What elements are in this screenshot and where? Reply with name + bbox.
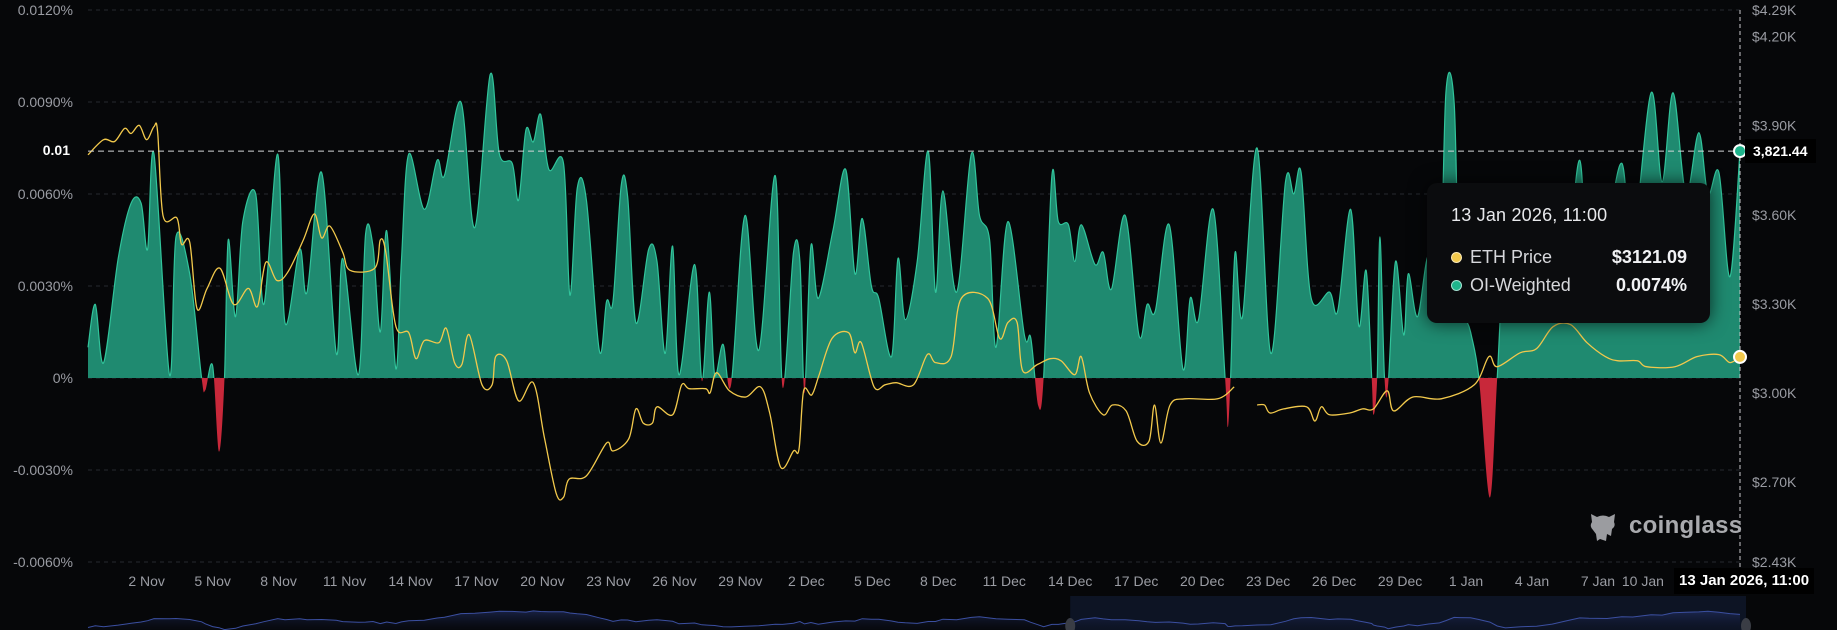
navigator-handle[interactable] — [1065, 618, 1076, 630]
x-tick-label: 8 Nov — [260, 573, 297, 589]
tooltip-series-name: OI-Weighted — [1470, 274, 1571, 295]
crosshair-price-label: 3,821.44 — [1745, 139, 1816, 164]
x-tick-label: 17 Nov — [454, 573, 498, 589]
left-tick-label: 0.0090% — [18, 94, 73, 110]
left-axis: 0.0120% 0.0090% 0.0060% 0.0030% 0% -0.0030% -0… — [13, 2, 73, 570]
tooltip-title: 13 Jan 2026, 11:00 — [1451, 205, 1608, 225]
left-tick-label: 0.0120% — [18, 2, 73, 18]
x-tick-label: 11 Nov — [323, 573, 366, 589]
eth-price-line — [1257, 322, 1741, 422]
right-tick-label: $3.60K — [1752, 207, 1797, 223]
x-tick-label: 26 Nov — [652, 573, 696, 589]
x-tick-label: 23 Dec — [1246, 573, 1290, 589]
right-tick-label: $3.90K — [1752, 118, 1797, 134]
oi-weighted-line — [87, 71, 1741, 378]
x-tick-label: 29 Dec — [1378, 573, 1422, 589]
navigator-line — [87, 610, 1741, 630]
x-tick-label: 8 Dec — [920, 573, 957, 589]
x-tick-label: 29 Nov — [718, 573, 762, 589]
right-tick-label: $4.20K — [1752, 29, 1797, 45]
x-tick-label: 10 Jan — [1622, 573, 1664, 589]
right-tick-label: $4.29K — [1752, 2, 1797, 18]
positive-area — [88, 72, 1740, 378]
x-tick-label: 2 Nov — [128, 573, 165, 589]
left-tick-label: 0.0060% — [18, 186, 73, 202]
x-tick-label: 20 Dec — [1180, 573, 1224, 589]
left-tick-label: 0% — [53, 370, 73, 386]
left-tick-label: 0.0030% — [18, 278, 73, 294]
right-tick-label: $3.30K — [1752, 296, 1797, 312]
x-tick-label: 5 Nov — [194, 573, 231, 589]
x-tick-label: 2 Dec — [788, 573, 825, 589]
right-tick-label: $2.43K — [1752, 554, 1797, 570]
tooltip-series-value: 0.0074% — [1615, 274, 1687, 295]
eth-price-line — [87, 122, 1235, 501]
x-tick-label: 23 Nov — [586, 573, 630, 589]
x-tick-label: 5 Dec — [854, 573, 891, 589]
eth-price-marker — [1733, 349, 1747, 364]
x-tick-label: 17 Dec — [1114, 573, 1158, 589]
right-tick-label: $2.70K — [1752, 474, 1797, 490]
left-tick-label: -0.0060% — [13, 554, 73, 570]
x-tick-label: 4 Jan — [1515, 573, 1549, 589]
eth-price-series — [87, 122, 1741, 501]
coinglass-mascot-icon — [1590, 514, 1615, 541]
x-tick-label: 1 Jan — [1449, 573, 1483, 589]
coinglass-watermark: coinglass — [1585, 508, 1742, 544]
x-tick-label: 7 Jan — [1581, 573, 1615, 589]
navigator-area — [88, 610, 1740, 630]
range-navigator[interactable] — [87, 596, 1751, 630]
tooltip-series-value: $3121.09 — [1611, 246, 1687, 267]
tooltip-row-oi-weighted: OI-Weighted 0.0074% — [1451, 271, 1687, 299]
tooltip: 13 Jan 2026, 11:00 ETH Price $3121.09 OI… — [1427, 183, 1710, 323]
navigator-handle[interactable] — [1741, 618, 1751, 630]
oi-weighted-series — [87, 71, 1741, 498]
eth-price-dot-icon — [1451, 251, 1462, 263]
x-tick-label: 20 Nov — [520, 573, 564, 589]
left-tick-label: -0.0030% — [13, 462, 73, 478]
crosshair-time-label: 13 Jan 2026, 11:00 — [1674, 568, 1815, 594]
watermark-text: coinglass — [1629, 512, 1743, 539]
crosshair-left-label: 0.01 — [42, 142, 70, 159]
right-tick-label: $3.00K — [1752, 385, 1797, 401]
tooltip-series-name: ETH Price — [1470, 246, 1553, 267]
x-tick-label: 11 Dec — [983, 573, 1026, 589]
x-axis: 2 Nov 5 Nov 8 Nov 11 Nov 14 Nov 17 Nov 20 Nov 2… — [128, 573, 1664, 589]
x-tick-label: 26 Dec — [1312, 573, 1356, 589]
right-axis: $4.29K $4.20K $3.90K $3.60K $3.30K $3.00K $2.7… — [1752, 2, 1797, 570]
tooltip-row-eth-price: ETH Price $3121.09 — [1451, 243, 1687, 271]
oi-weighted-dot-icon — [1451, 279, 1462, 291]
x-tick-label: 14 Nov — [388, 573, 432, 589]
x-tick-label: 14 Dec — [1048, 573, 1092, 589]
